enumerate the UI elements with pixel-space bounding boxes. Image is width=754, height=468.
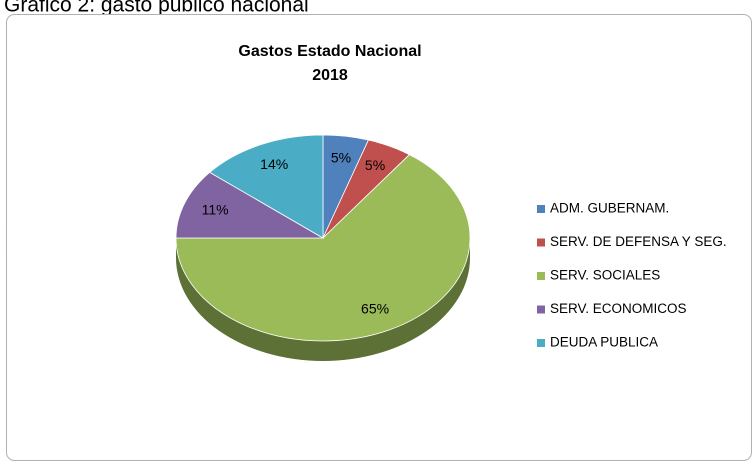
slice bbox=[209, 134, 324, 239]
legend-label: SERV. DE DEFENSA Y SEG. bbox=[550, 234, 727, 249]
slice-side bbox=[176, 238, 470, 361]
chart-title: Gastos Estado Nacional bbox=[238, 43, 421, 60]
legend-label: ADM. GUBERNAM. bbox=[550, 201, 669, 216]
slice bbox=[175, 154, 471, 342]
legend-label: SERV. SOCIALES bbox=[550, 268, 660, 283]
legend-swatch bbox=[537, 238, 545, 247]
legend-swatch bbox=[537, 339, 545, 347]
legend-swatch bbox=[537, 272, 545, 280]
legend-swatch bbox=[537, 305, 545, 314]
chart-title: 2018 bbox=[312, 67, 348, 84]
data-label: 5% bbox=[365, 157, 385, 173]
slice bbox=[175, 171, 325, 239]
data-label: 11% bbox=[202, 201, 229, 217]
data-label: 65% bbox=[361, 300, 389, 316]
legend-label: SERV. ECONOMICOS bbox=[550, 301, 687, 316]
data-label: 14% bbox=[260, 156, 288, 172]
data-label: 5% bbox=[331, 149, 351, 165]
legend-label: DEUDA PUBLICA bbox=[550, 335, 658, 350]
legend-swatch bbox=[537, 205, 545, 213]
caption: Gráfico 2: gasto público nacional bbox=[4, 0, 309, 17]
legend: ADM. GUBERNAM. SERV. DE DEFENSA Y SEG. SER… bbox=[537, 201, 727, 350]
pie: 5% 5% 65% 11% 14% bbox=[175, 134, 471, 361]
